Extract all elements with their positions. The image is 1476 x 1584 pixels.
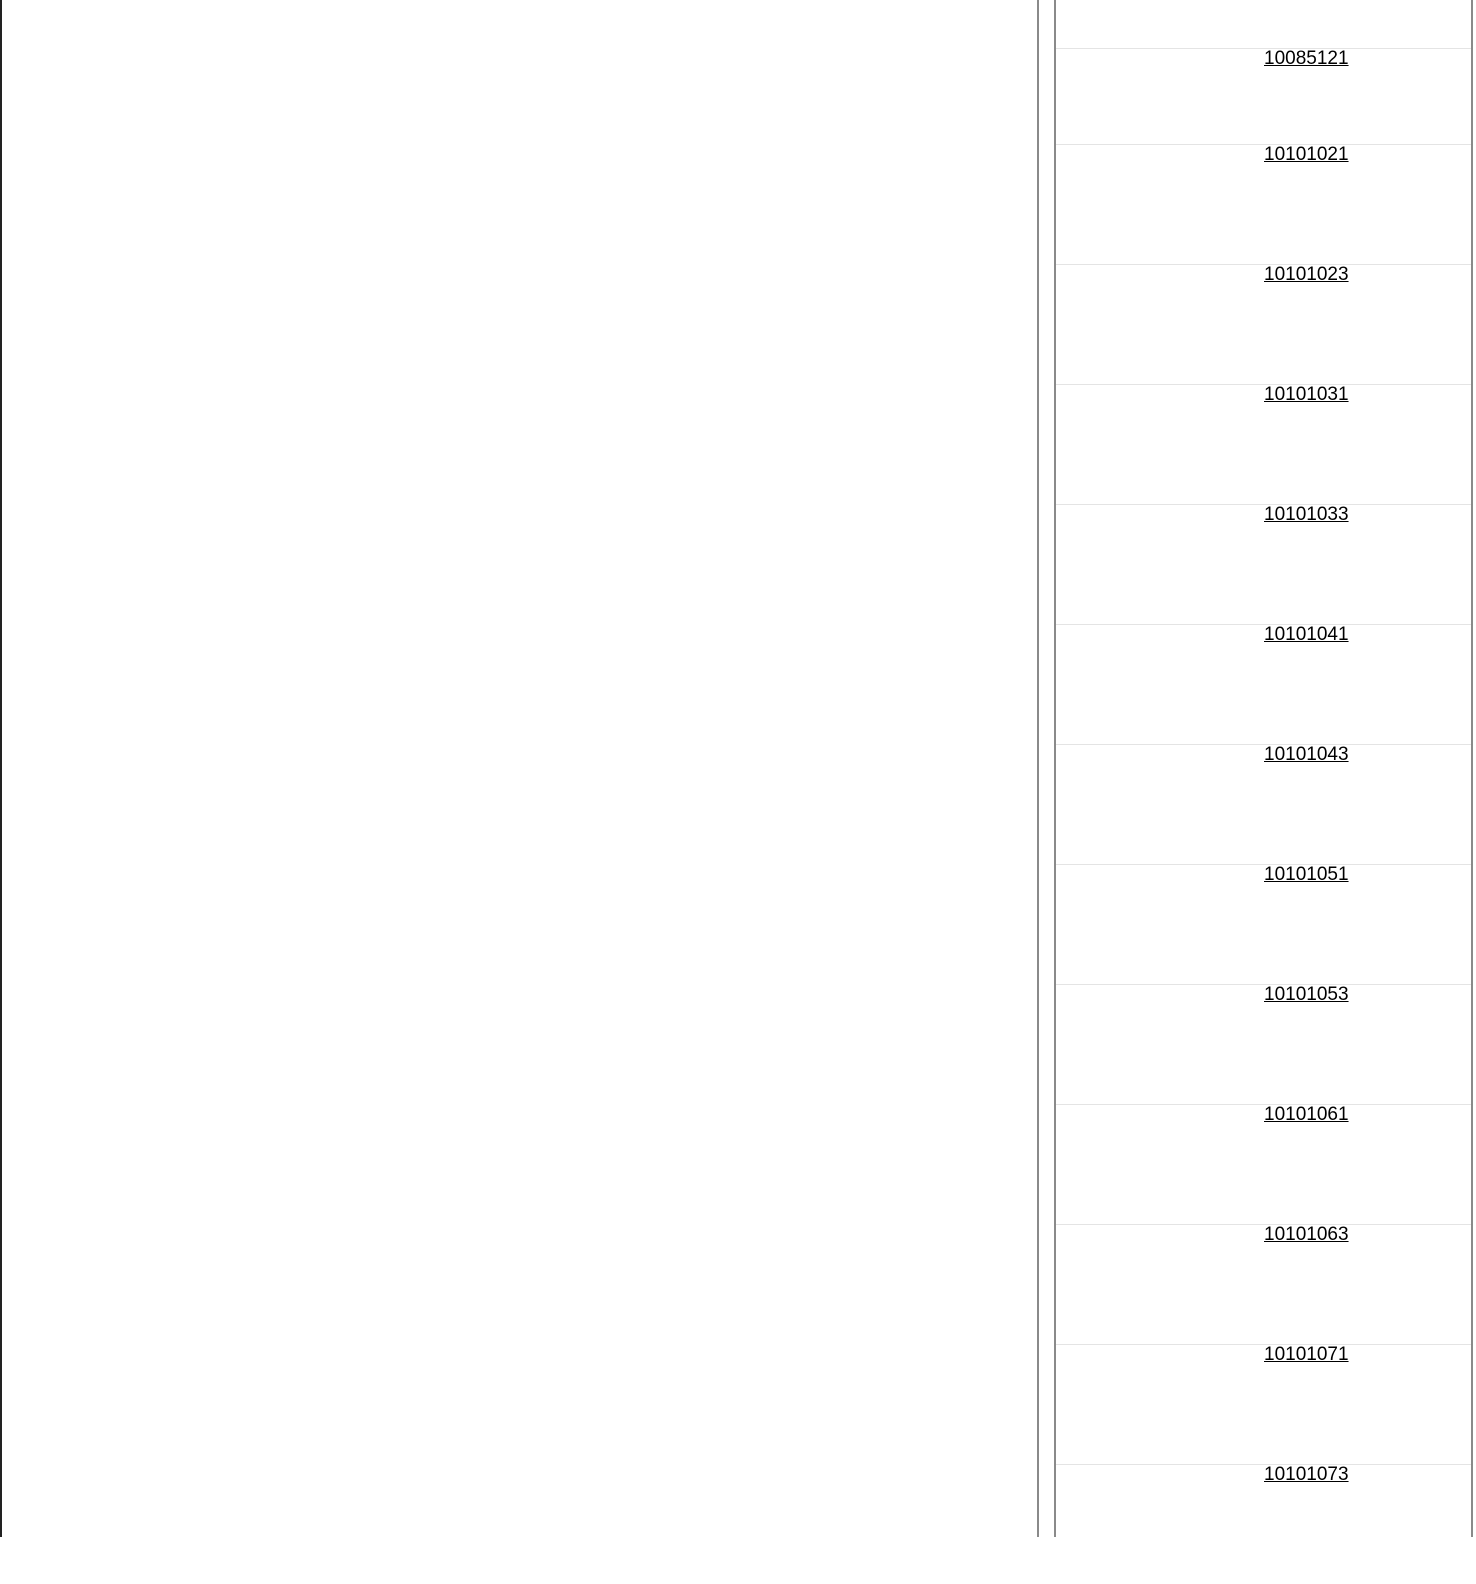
list-item: 10085121 [1056,48,1471,144]
code-link[interactable]: 10101061 [1264,1104,1349,1125]
code-link[interactable]: 10085121 [1264,48,1349,69]
list-item: 10101063 [1056,1224,1471,1344]
code-link[interactable]: 10101053 [1264,984,1349,1005]
code-link[interactable]: 10101063 [1264,1224,1349,1245]
right-column-border [1471,0,1473,1537]
list-item: 10101043 [1056,744,1471,864]
list-item: 10101073 [1056,1464,1471,1584]
code-list: 10085121 10101021 10101023 10101031 10101033… [1056,48,1476,1584]
list-item: 10101023 [1056,264,1471,384]
list-item: 10101061 [1056,1104,1471,1224]
list-item: 10101031 [1056,384,1471,504]
code-link[interactable]: 10101031 [1264,384,1349,405]
list-item: 10101051 [1056,864,1471,984]
list-item: 10101021 [1056,144,1471,264]
code-link[interactable]: 10101033 [1264,504,1349,525]
frame-divider[interactable] [1037,0,1039,1537]
code-link[interactable]: 10101071 [1264,1344,1349,1365]
list-item: 10101033 [1056,504,1471,624]
list-item: 10101053 [1056,984,1471,1104]
left-frame-border [0,0,2,1537]
list-item: 10101071 [1056,1344,1471,1464]
column-border [1054,0,1056,1537]
code-link[interactable]: 10101023 [1264,264,1349,285]
code-link[interactable]: 10101021 [1264,144,1349,165]
list-item: 10101041 [1056,624,1471,744]
code-link[interactable]: 10101043 [1264,744,1349,765]
code-link[interactable]: 10101073 [1264,1464,1349,1485]
code-link[interactable]: 10101041 [1264,624,1349,645]
code-link[interactable]: 10101051 [1264,864,1349,885]
